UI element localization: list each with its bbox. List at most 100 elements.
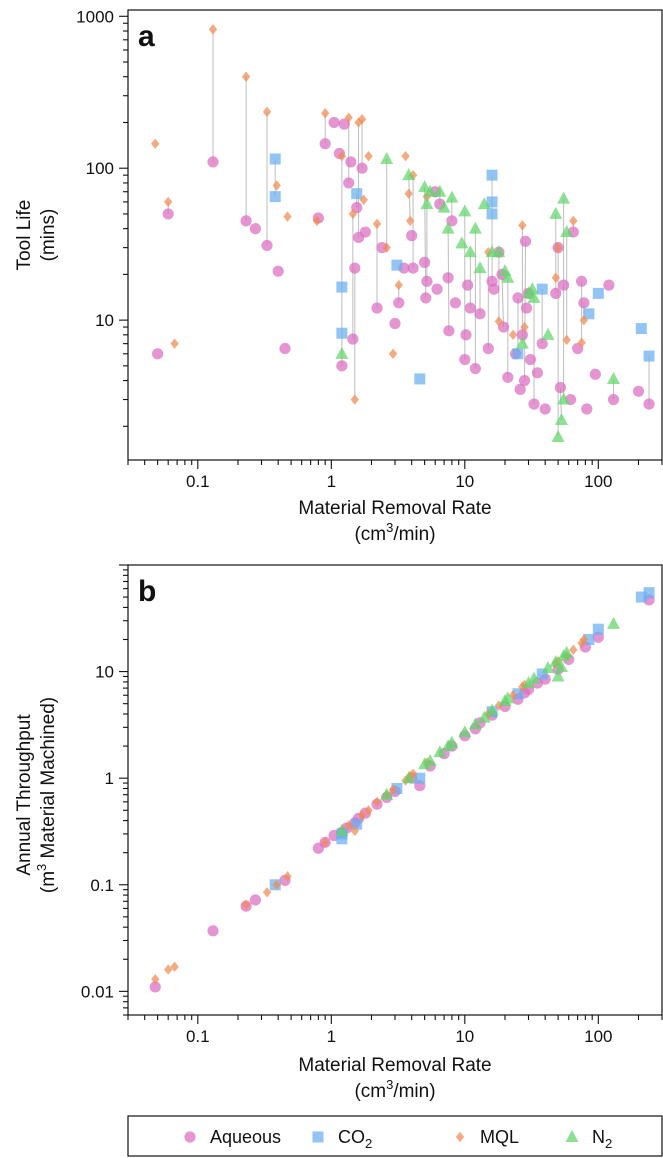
co2-point	[486, 208, 498, 220]
aqueous-point	[449, 297, 461, 309]
aqueous-point	[359, 226, 371, 238]
n2-point	[445, 190, 459, 203]
aqueous-point	[502, 371, 514, 383]
mql-point	[551, 272, 560, 283]
legend-label-sub: 2	[365, 1136, 372, 1151]
y-tick-label: 0.01	[81, 982, 114, 1001]
mql-point	[320, 108, 330, 119]
n2-point	[380, 787, 394, 800]
legend-label: Aqueous	[210, 1127, 281, 1147]
co2-point	[643, 587, 655, 599]
n2-point	[607, 616, 621, 629]
mql-point	[241, 899, 251, 910]
panel-b-letter: b	[138, 575, 156, 608]
aqueous-point	[516, 329, 528, 341]
aqueous-point	[558, 279, 570, 291]
co2-point	[336, 327, 348, 339]
aqueous-point	[643, 398, 655, 410]
series-n2	[335, 151, 621, 443]
aqueous-point	[406, 230, 418, 242]
n2-point	[468, 717, 482, 730]
n2-point	[433, 184, 447, 197]
co2-point	[536, 283, 548, 295]
aqueous-point	[249, 894, 261, 906]
mql-point	[364, 150, 373, 162]
co2-point	[635, 591, 647, 603]
co2-point	[592, 623, 604, 635]
mql-point	[151, 974, 160, 985]
n2-point	[445, 735, 459, 748]
n2-point	[468, 221, 482, 234]
mql-point	[508, 329, 518, 341]
n2-point	[418, 757, 432, 770]
co2-point	[269, 153, 281, 165]
legend-label-main: MQL	[480, 1127, 519, 1147]
n2-point	[492, 245, 506, 258]
aqueous-point	[338, 118, 350, 130]
x-tick-label: 10	[455, 472, 474, 491]
n2-point	[420, 197, 434, 210]
aqueous-point	[459, 353, 471, 366]
panel-b-y-title-line1: Annual Throughput	[14, 714, 35, 876]
aqueous-point	[328, 116, 340, 129]
mql-point	[350, 825, 360, 837]
n2-point	[549, 206, 563, 219]
y-tick-label: 1000	[76, 7, 114, 26]
mql-point	[553, 242, 563, 253]
n2-point	[433, 745, 447, 758]
x-tick-label: 10	[455, 1027, 474, 1046]
aqueous-point	[474, 308, 486, 320]
legend-item-co: CO2	[312, 1127, 372, 1151]
co2-point	[414, 373, 426, 385]
aqueous-point	[347, 333, 359, 345]
n2-point	[423, 753, 437, 766]
n2-point	[335, 823, 349, 836]
panel-b-x-title-sup: 3	[386, 1077, 393, 1092]
legend-item-aqueous: Aqueous	[184, 1127, 281, 1147]
mql-point	[562, 334, 571, 346]
legend-label: N2	[592, 1127, 612, 1151]
panel-a-y-title-line2: (mins)	[38, 209, 59, 262]
aqueous-point	[462, 279, 474, 291]
n2-point	[541, 327, 555, 340]
mql-point	[577, 337, 586, 348]
n2-point	[554, 413, 568, 426]
panel-a-x-title-pre: (cm	[354, 524, 386, 545]
aqueous-point	[460, 329, 472, 341]
n2-point	[557, 191, 571, 204]
legend-label: CO2	[338, 1127, 372, 1151]
mql-point	[337, 150, 347, 162]
co2-point	[583, 308, 595, 320]
aqueous-point	[240, 215, 252, 227]
y-tick-label: 10	[95, 663, 114, 682]
legend-items: Aqueous CO2 MQL N2	[184, 1127, 612, 1151]
n2-point	[549, 655, 563, 668]
co2-point	[336, 833, 348, 845]
connector-line	[408, 175, 411, 221]
panel-a-x-title-post: /min)	[393, 524, 435, 545]
aqueous-point	[345, 156, 357, 168]
aqueous-point	[420, 292, 432, 304]
mql-point	[401, 150, 410, 162]
panel-b-marks	[149, 587, 655, 993]
aqueous-point	[514, 383, 526, 395]
aqueous-point	[421, 275, 433, 287]
co2-point	[269, 191, 281, 203]
aqueous-point	[520, 302, 533, 314]
n2-point	[402, 168, 416, 181]
panel-a-plot-area	[128, 10, 663, 460]
aqueous-point	[443, 325, 455, 337]
panel-a: 0.1 1 10 100 10 100 1000 a Material Removal R…	[14, 7, 663, 545]
aqueous-point	[431, 283, 443, 295]
mql-point	[404, 188, 413, 199]
panel-a-letter: a	[138, 20, 155, 53]
mql-point	[312, 215, 322, 227]
n2-point	[463, 245, 477, 258]
n2-point	[335, 346, 349, 359]
mql-point	[170, 961, 179, 972]
x-tick-label: 100	[584, 1027, 612, 1046]
n2-point	[477, 710, 491, 723]
panel-b-y-ticks: 0.01 0.1 1 10	[81, 564, 128, 1016]
aqueous-point	[469, 362, 481, 375]
mql-point	[382, 242, 391, 253]
